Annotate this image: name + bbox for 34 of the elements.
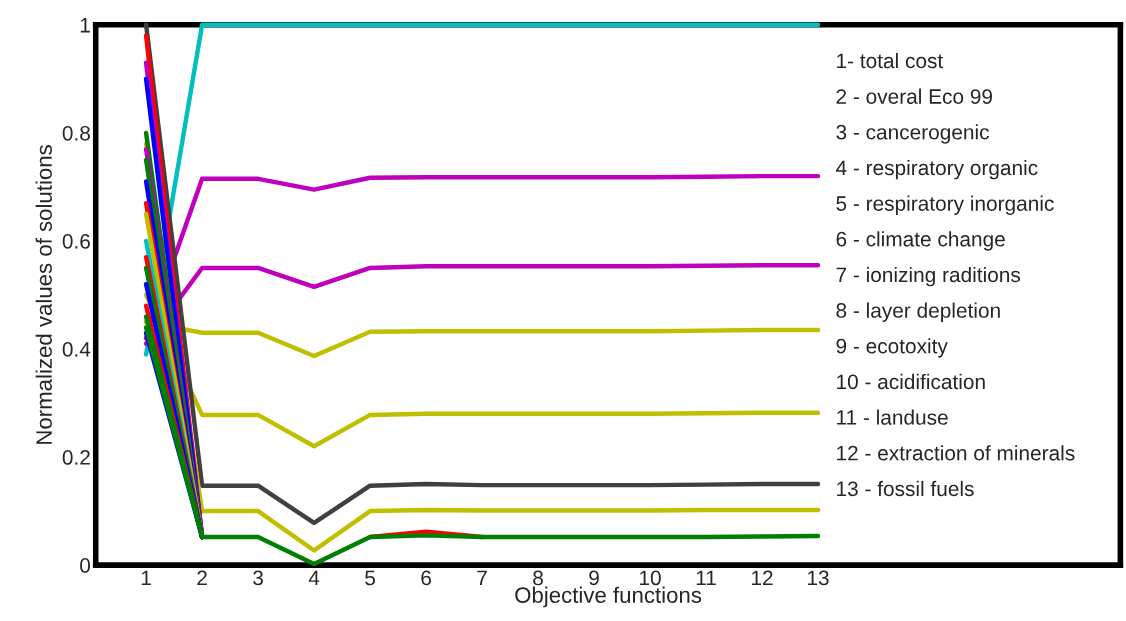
x-tick-label: 6 [421,570,431,586]
annotation: 8 - layer depletion [836,302,1000,322]
y-tick-label: 0.4 [62,342,91,357]
annotation: 1- total cost [837,52,944,69]
x-tick-label: 4 [308,570,320,586]
annotation: 6 - climate change [836,231,1005,251]
y-tick-label: 1 [80,18,90,33]
x-tick-label: 12 [752,570,773,586]
x-tick-label: 3 [253,570,263,586]
x-tick-label: 1 [141,570,151,586]
annotation: 11 - landuse [837,409,948,425]
x-tick-label: 5 [365,570,375,586]
x-tick-label: 13 [808,570,829,586]
x-tick-label: 9 [589,570,599,586]
annotation: 5 - respiratory inorganic [836,195,1054,215]
annotation: 9 - ecotoxity [836,338,948,358]
y-axis-title: Normalized values of solutions [35,145,52,444]
x-tick-label: 8 [533,570,543,586]
x-tick-label: 11 [696,570,716,586]
x-tick-label: 7 [477,570,487,586]
x-tick-label: 2 [197,570,207,586]
y-tick-label: 0.2 [62,450,90,465]
annotation: 13 - fossil fuels [837,480,974,497]
annotation: 10 - acidification [837,373,985,390]
annotation: 3 - cancerogenic [836,124,989,144]
x-tick-label: 10 [640,570,661,586]
annotation: 2 - overal Eco 99 [836,88,993,104]
annotation: 7 - ionizing raditions [836,266,1021,287]
annotation: 4 - respiratory organic [835,159,1038,180]
y-tick-label: 0.6 [62,233,90,249]
x-axis-title: Objective functions [515,586,702,608]
y-tick-label: 0.8 [62,125,90,141]
y-tick-label: 0 [80,558,91,573]
annotation: 12 - extraction of minerals [837,445,1075,461]
